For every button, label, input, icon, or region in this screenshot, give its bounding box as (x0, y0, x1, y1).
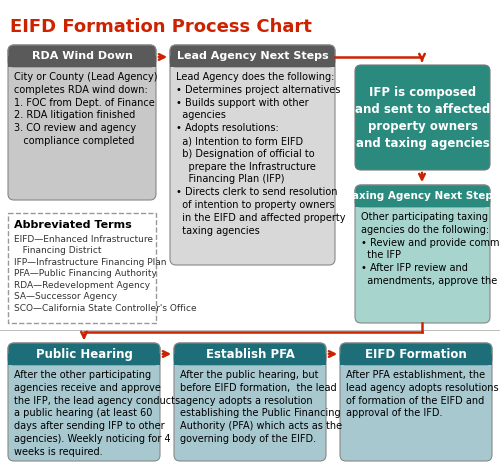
FancyBboxPatch shape (355, 65, 490, 170)
Bar (170, 56, 335, 67)
Text: Public Hearing: Public Hearing (36, 348, 132, 360)
Text: EIFD Formation: EIFD Formation (365, 348, 467, 360)
Bar (174, 354, 326, 365)
FancyBboxPatch shape (340, 343, 492, 461)
FancyBboxPatch shape (8, 45, 156, 67)
Text: Establish PFA: Establish PFA (206, 348, 294, 360)
Bar (8, 354, 160, 365)
FancyBboxPatch shape (170, 45, 335, 265)
FancyBboxPatch shape (174, 343, 326, 365)
Text: City or County (Lead Agency)
completes RDA wind down:
1. FOC from Dept. of Finan: City or County (Lead Agency) completes R… (14, 72, 158, 146)
FancyBboxPatch shape (355, 185, 490, 323)
Text: EIFD Formation Process Chart: EIFD Formation Process Chart (10, 18, 312, 36)
Text: RDA Wind Down: RDA Wind Down (32, 51, 132, 61)
Text: IFP is composed
and sent to affected
property owners
and taxing agencies: IFP is composed and sent to affected pro… (355, 86, 490, 149)
FancyBboxPatch shape (8, 343, 160, 461)
Text: After the other participating
agencies receive and approve
the IFP, the lead age: After the other participating agencies r… (14, 370, 180, 457)
Bar (8, 56, 156, 67)
Text: Other participating taxing
agencies do the following:
• Review and provide comme: Other participating taxing agencies do t… (361, 212, 500, 286)
Bar (355, 196, 490, 207)
FancyBboxPatch shape (174, 343, 326, 461)
FancyBboxPatch shape (355, 185, 490, 207)
Text: After PFA establishment, the
lead agency adopts resolutions
of formation of the : After PFA establishment, the lead agency… (346, 370, 498, 419)
FancyBboxPatch shape (8, 45, 156, 200)
Text: Abbreviated Terms: Abbreviated Terms (14, 220, 132, 230)
Text: After the public hearing, but
before EIFD formation,  the lead
agency adopts a r: After the public hearing, but before EIF… (180, 370, 342, 444)
Bar (340, 354, 492, 365)
Text: EIFD—Enhanced Infrastructure
   Financing District
IFP—Infrastructure Financing : EIFD—Enhanced Infrastructure Financing D… (14, 235, 196, 313)
Bar (8, 213, 156, 323)
Text: Lead Agency does the following:
• Determines project alternatives
• Builds suppo: Lead Agency does the following: • Determ… (176, 72, 346, 236)
FancyBboxPatch shape (340, 343, 492, 365)
FancyBboxPatch shape (8, 343, 160, 365)
Text: Lead Agency Next Steps: Lead Agency Next Steps (176, 51, 328, 61)
FancyBboxPatch shape (170, 45, 335, 67)
Text: Taxing Agency Next Steps: Taxing Agency Next Steps (346, 191, 499, 201)
